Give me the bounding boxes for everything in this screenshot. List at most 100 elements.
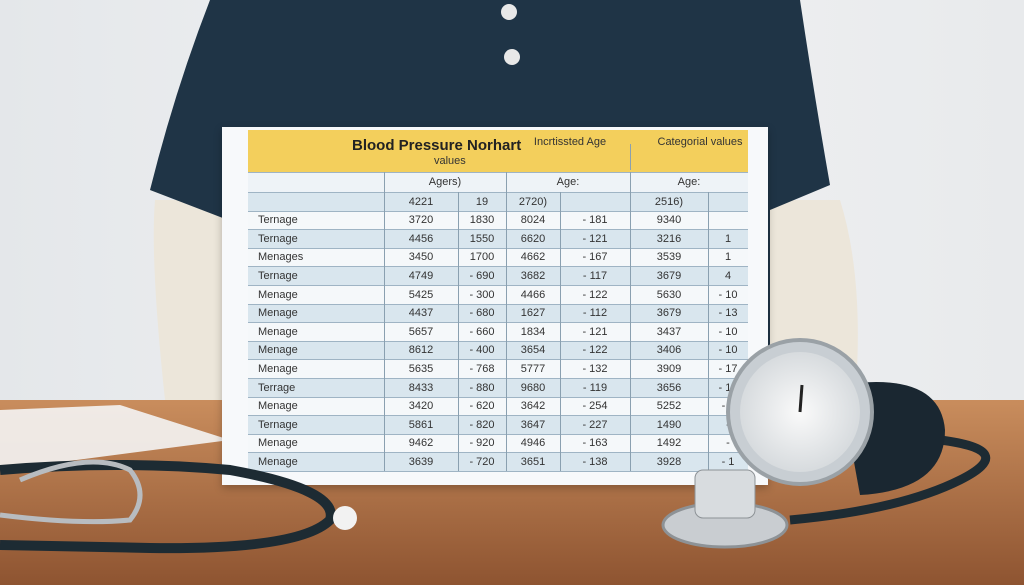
header-band [248,130,748,172]
column-line [458,192,459,471]
cell: 5657 [408,325,434,338]
cell: 3654 [520,344,546,357]
column-line [560,192,561,471]
cell: 8433 [408,381,434,394]
cell: - 227 [582,418,608,431]
cell: - 880 [469,381,495,394]
cell: 1492 [656,437,682,450]
cell: 3651 [520,455,546,468]
cell: 1830 [469,214,495,227]
row [248,322,748,342]
cell: 8612 [408,344,434,357]
cell: 9462 [408,437,434,450]
row [248,452,748,472]
row [248,266,748,286]
cell: 2720) [518,195,548,208]
cell: 3450 [408,251,434,264]
cell: Ternage [258,418,298,431]
column-line [708,192,709,471]
cell: 5861 [408,418,434,431]
cell: - 132 [582,362,608,375]
cell: - [726,418,730,431]
cell: 1 [724,232,732,245]
cell: 1 [724,251,732,264]
cell: - 680 [469,307,495,320]
cell: Ternage [258,269,298,282]
cell: 5425 [408,288,434,301]
cell: 4221 [408,195,434,208]
cell: 3679 [656,307,682,320]
paper: Blood Pressure Norhart values Incrtissted … [222,127,768,485]
cell: Terrage [258,381,296,394]
subheader: Age: [556,176,580,188]
cell: 5252 [656,400,682,413]
cell: - 720 [469,455,495,468]
cell: Ternage [258,232,298,245]
cell: Menage [258,344,298,357]
cell: Menage [258,437,298,450]
cell: 1700 [469,251,495,264]
cell: 3682 [520,269,546,282]
cell: 3406 [656,344,682,357]
row [248,229,748,249]
cell: - 119 [582,381,608,394]
cell: 3647 [520,418,546,431]
row [248,415,748,435]
cell: 3679 [656,269,682,282]
cell: - 138 [582,455,608,468]
cell: 1627 [520,307,546,320]
cell: 1490 [656,418,682,431]
cell: 8024 [520,214,546,227]
cell: 4456 [408,232,434,245]
row [248,285,748,305]
row [248,359,748,379]
cell: 3216 [656,232,682,245]
cell: - 17 [718,362,738,375]
cell: - 10 [718,344,738,357]
cell: 3656 [656,381,682,394]
button [501,4,517,20]
column-line [630,172,631,471]
title: Blood Pressure Norhart [352,137,522,154]
row [248,210,748,231]
cell: - 10 [718,325,738,338]
paper-under [0,405,230,470]
divider [630,144,631,170]
cell: - 121 [582,232,608,245]
row [248,192,748,212]
cell: Ternage [258,214,298,227]
cell: - 163 [582,437,608,450]
cell: - [726,437,730,450]
cell: Menage [258,325,298,338]
subtitle: values [434,155,466,167]
cell: - 768 [469,362,495,375]
cell: 5777 [520,362,546,375]
cell: - 122 [582,288,608,301]
cell: 3909 [656,362,682,375]
column-line [384,172,385,471]
arm-left [153,200,230,400]
column-line [506,172,507,471]
cell: - 1 [721,400,735,413]
cell: - 690 [469,269,495,282]
cell: - 620 [469,400,495,413]
row [248,247,748,268]
cell: - 121 [582,325,608,338]
cell: 9340 [656,214,682,227]
cell: 3642 [520,400,546,413]
cell: 4466 [520,288,546,301]
arm-right [770,200,858,400]
cell: Menage [258,400,298,413]
cell: 4662 [520,251,546,264]
row [248,340,748,361]
row [248,378,748,398]
cell: - 14 [718,381,738,394]
row [248,433,748,454]
cell: - 181 [582,214,608,227]
cell: - 920 [469,437,495,450]
cell: - 400 [469,344,495,357]
row [248,172,748,193]
cell: 4946 [520,437,546,450]
cell: 4437 [408,307,434,320]
